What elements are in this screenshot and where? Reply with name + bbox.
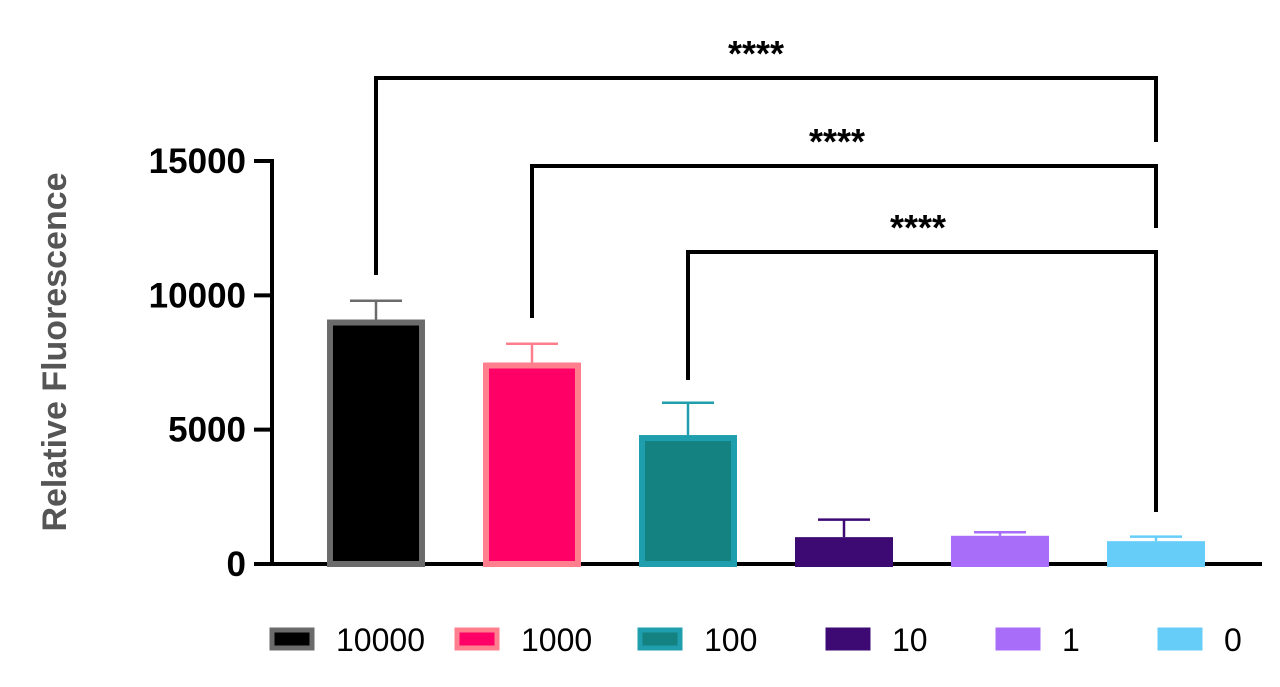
legend-label: 100 <box>704 622 757 658</box>
significance-bracket <box>530 164 1158 318</box>
legend-item-1: 1 <box>995 622 1080 658</box>
bars <box>327 299 1205 568</box>
y-tick-label: 10000 <box>149 276 246 315</box>
y-axis-label: Relative Fluorescence <box>36 172 74 531</box>
legend-label: 1000 <box>521 622 592 658</box>
significance-label: **** <box>809 121 865 162</box>
legend-item-100: 100 <box>637 622 757 658</box>
significance-bracket <box>686 250 1158 512</box>
y-tick-label: 5000 <box>168 411 246 450</box>
legend-swatch <box>269 627 315 651</box>
axes: 0 5000 10000 15000 <box>149 142 1262 584</box>
legend: 10000 1000 100 10 1 0 <box>269 622 1242 658</box>
bar-1 <box>951 535 1049 567</box>
legend-swatch <box>454 627 500 651</box>
legend-label: 1 <box>1062 622 1080 658</box>
bar-100 <box>639 435 737 568</box>
legend-item-10000: 10000 <box>269 622 425 658</box>
legend-item-10: 10 <box>825 622 928 658</box>
legend-label: 0 <box>1224 622 1242 658</box>
y-tick-label: 15000 <box>149 142 246 181</box>
bar-1000 <box>483 362 581 567</box>
bar-10 <box>795 537 893 568</box>
legend-swatch <box>1157 627 1203 651</box>
legend-label: 10 <box>892 622 928 658</box>
significance-brackets: **** **** **** <box>374 33 1158 512</box>
significance-bracket <box>374 76 1158 275</box>
significance-label: **** <box>728 33 784 74</box>
y-tick-label: 0 <box>227 545 246 584</box>
significance-label: **** <box>890 207 946 248</box>
legend-label: 10000 <box>336 622 425 658</box>
legend-swatch <box>825 627 871 651</box>
legend-swatch <box>995 627 1041 651</box>
bar-0 <box>1107 541 1205 567</box>
bar-10000 <box>327 319 425 567</box>
legend-item-1000: 1000 <box>454 622 592 658</box>
legend-swatch <box>637 627 683 651</box>
legend-item-0: 0 <box>1157 622 1242 658</box>
